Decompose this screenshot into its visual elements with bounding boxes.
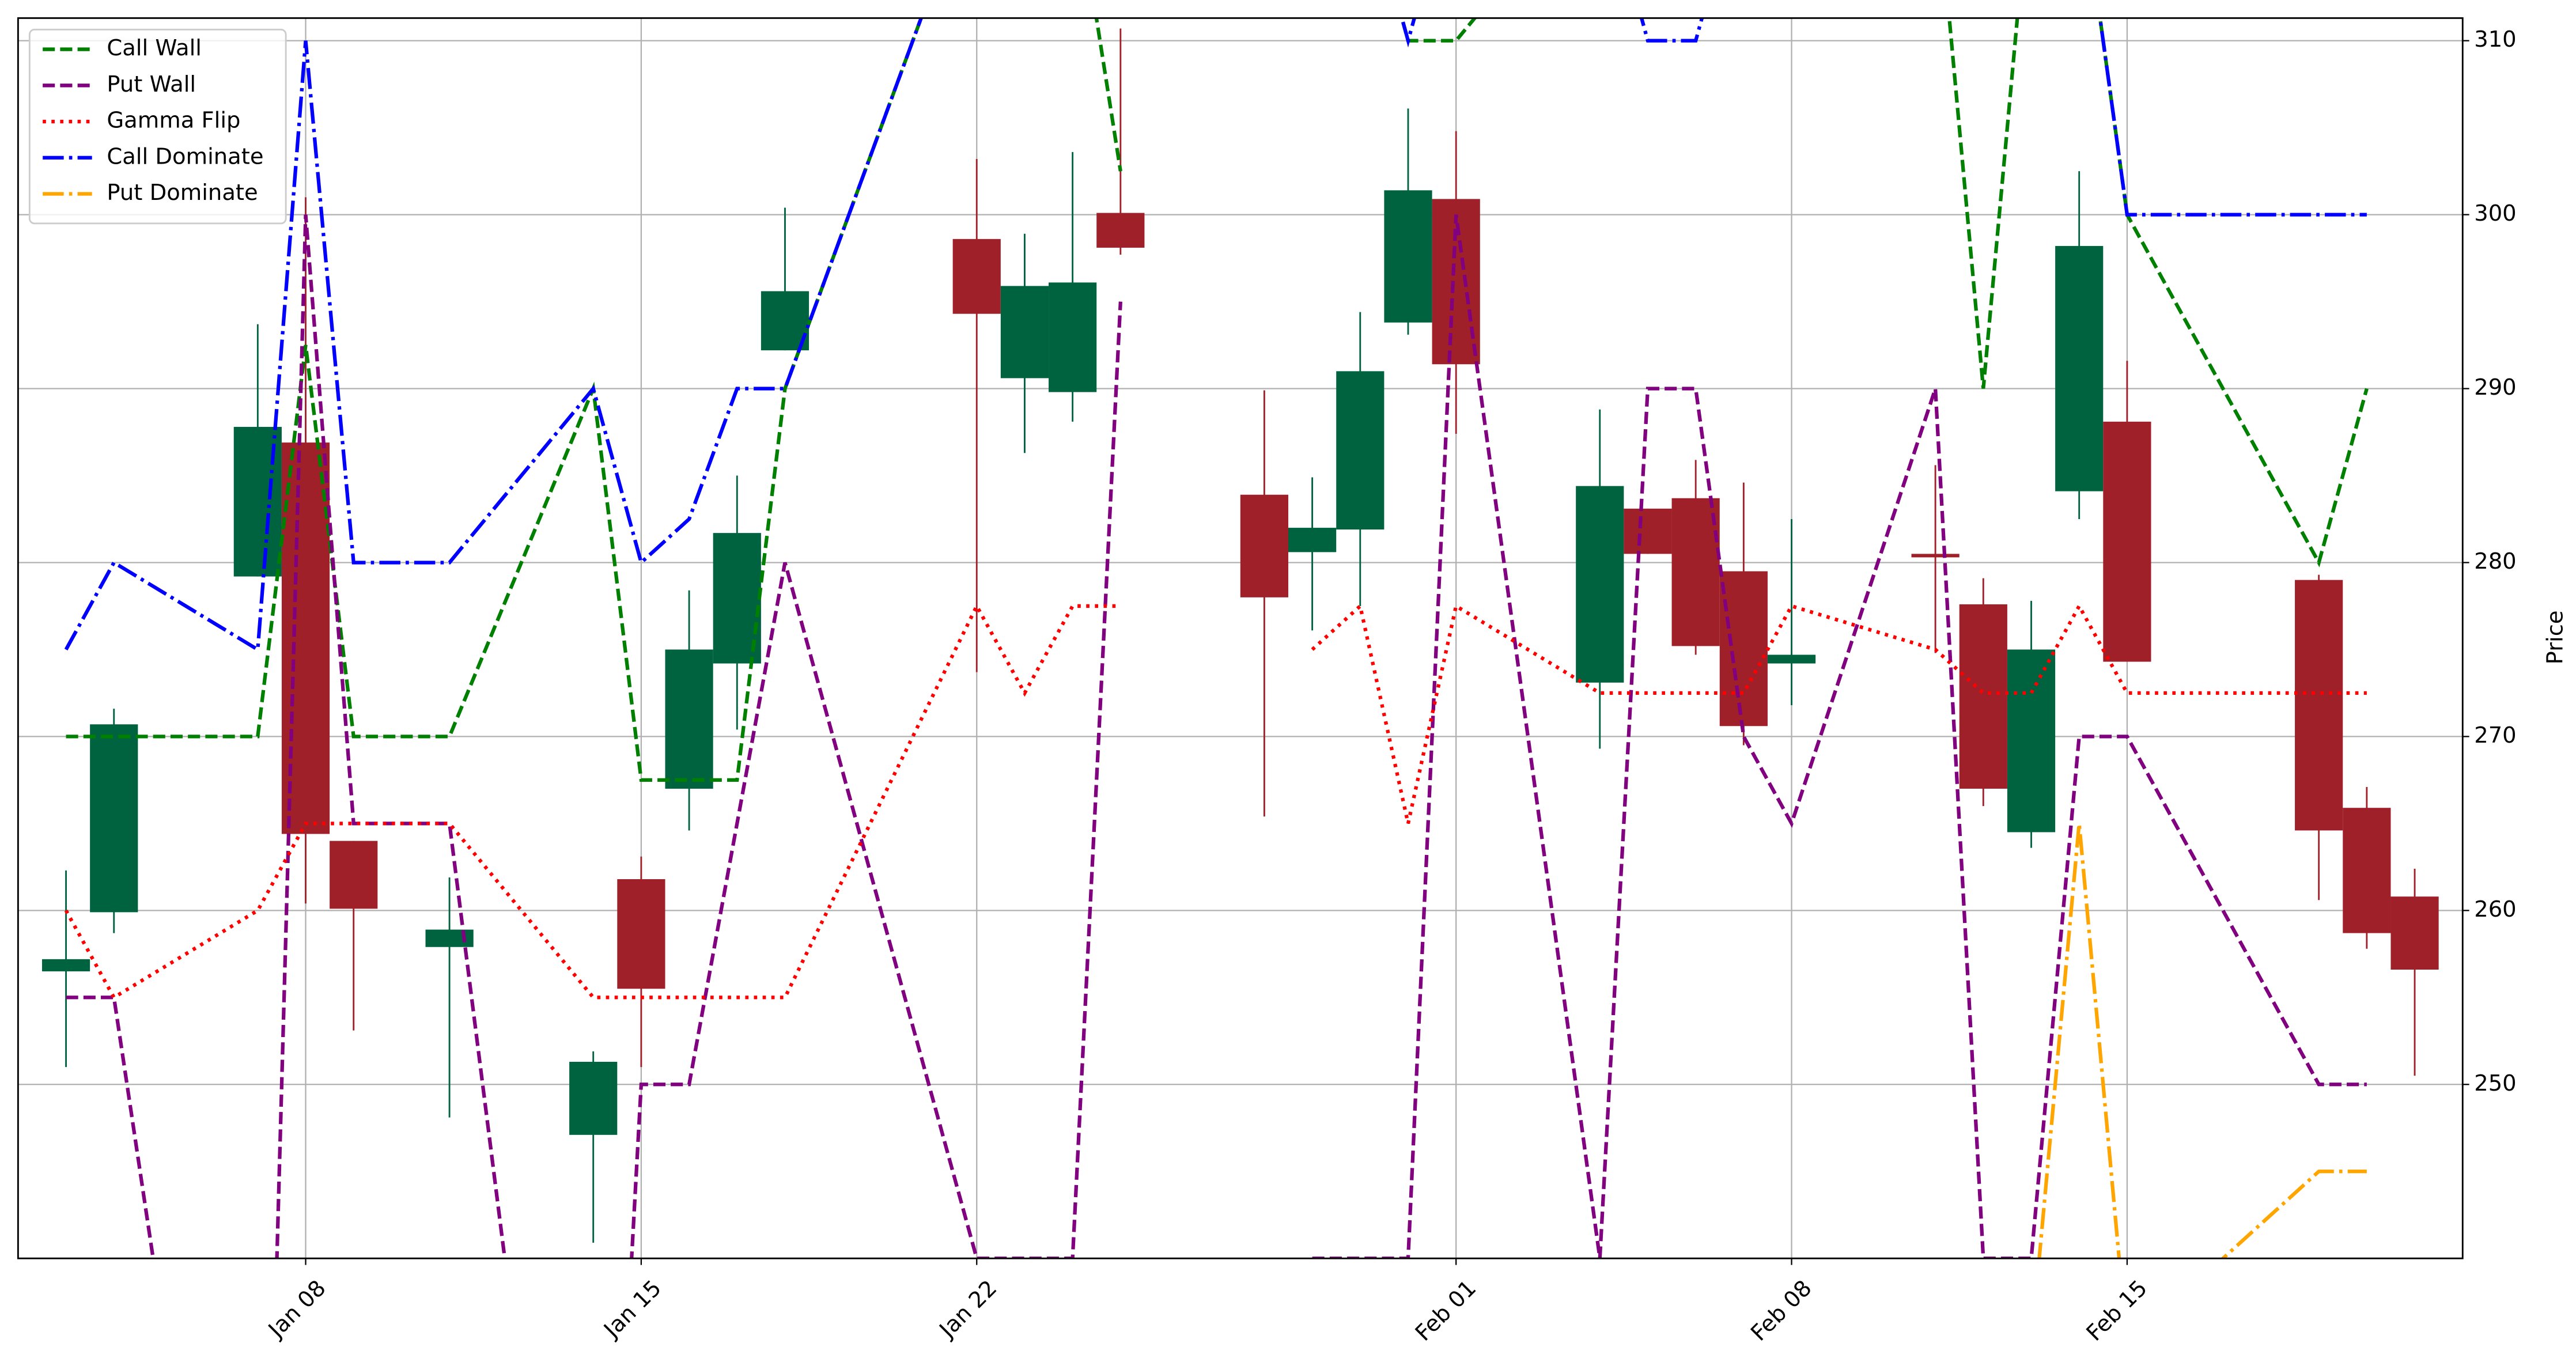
legend: Call Wall Put Wall Gamma Flip Call Dominate… — [28, 28, 287, 225]
y-tick-label: 310 — [2474, 27, 2516, 52]
series-line — [66, 214, 1122, 1259]
y-tick-label: 270 — [2474, 722, 2516, 748]
candle-body — [952, 239, 1001, 314]
candle-body — [1624, 508, 1672, 554]
y-tick-label: 300 — [2474, 200, 2516, 226]
series-line — [64, 18, 924, 653]
candle-body — [1911, 554, 1960, 558]
series-line — [1311, 602, 2367, 824]
legend-label: Gamma Flip — [107, 108, 240, 134]
candle-body — [425, 929, 474, 947]
candle-body — [617, 879, 665, 989]
candle-body — [569, 1062, 618, 1135]
candle-body — [1671, 498, 1720, 646]
plot-frame — [17, 17, 2464, 1259]
series-line — [64, 602, 1121, 1000]
candle-body — [1049, 282, 1097, 392]
candle-body — [2103, 421, 2151, 662]
candle-body — [2007, 649, 2056, 833]
candle-body — [1240, 494, 1289, 597]
y-tick-label: 280 — [2474, 548, 2516, 574]
candle-body — [41, 959, 90, 972]
candle-body — [2343, 808, 2391, 933]
y-tick-label: 260 — [2474, 896, 2516, 922]
series-line — [2037, 823, 2367, 1259]
legend-box — [28, 28, 287, 225]
legend-label: Put Wall — [107, 71, 196, 97]
legend-label: Put Dominate — [107, 180, 258, 206]
candle-body — [1336, 371, 1385, 530]
candle-body — [1384, 190, 1432, 323]
candle-body — [330, 841, 378, 909]
candle-body — [2055, 245, 2104, 491]
candle-body — [90, 724, 138, 913]
candle-body — [2295, 580, 2343, 831]
lines — [64, 18, 2369, 1259]
candle-body — [1576, 486, 1624, 683]
candle-body — [1959, 604, 2007, 789]
candle-body — [1719, 571, 1768, 726]
candle-body — [1288, 528, 1337, 553]
candle-body — [665, 649, 713, 789]
series-line — [1399, 18, 2367, 217]
legend-label: Call Dominate — [107, 143, 263, 169]
legend-label: Call Wall — [107, 35, 202, 61]
series-line — [1312, 214, 2367, 1259]
y-tick-label: 290 — [2474, 374, 2516, 400]
candle-body — [1000, 286, 1049, 379]
y-tick-label: 250 — [2474, 1070, 2516, 1096]
candle-body — [2390, 896, 2439, 970]
candle-body — [1767, 654, 1816, 664]
series-line — [66, 18, 1122, 782]
y-axis-label: Price — [2542, 610, 2568, 664]
candle-body — [1096, 213, 1145, 248]
